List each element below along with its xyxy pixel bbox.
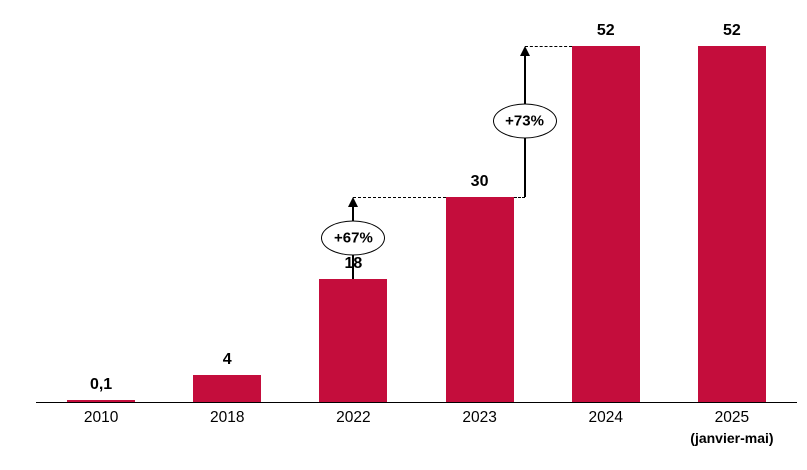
growth-badge: +67% <box>321 220 386 256</box>
value-label: 52 <box>723 22 741 40</box>
x-tick-sublabel: (janvier-mai) <box>690 430 774 446</box>
x-axis-labels: 2010 2018 2022 2023 2024 2025 (janvier-mai) <box>38 409 795 459</box>
value-label: 0,1 <box>89 376 113 394</box>
x-tick-year: 2022 <box>336 409 371 426</box>
bar-2023 <box>445 196 514 402</box>
x-tick-label: 2025 (janvier-mai) <box>690 409 773 446</box>
bar-2018 <box>193 374 262 402</box>
dashed-guide-line <box>513 196 525 198</box>
dashed-guide-line <box>524 46 572 48</box>
value-label: 30 <box>470 172 489 190</box>
x-tick-label: 2023 <box>462 409 496 427</box>
x-axis-line <box>36 402 797 403</box>
arrowhead-icon <box>348 196 359 207</box>
value-label: 52 <box>596 22 615 40</box>
x-tick-year: 2010 <box>83 409 119 426</box>
x-tick-label: 2018 <box>210 409 244 427</box>
bar-2025 <box>697 46 766 402</box>
value-label: 4 <box>222 350 232 368</box>
plot-area: 0,1418305252+67%+73% <box>38 12 795 402</box>
x-tick-year: 2018 <box>210 409 245 426</box>
bar-2022 <box>319 278 388 402</box>
growth-badge: +73% <box>492 103 557 139</box>
bar-2010 <box>67 400 136 402</box>
arrowhead-icon <box>519 46 530 57</box>
x-tick-label: 2010 <box>84 409 118 427</box>
bar-2024 <box>571 46 640 402</box>
x-tick-label: 2024 <box>589 409 623 427</box>
dashed-guide-line <box>353 196 446 198</box>
x-tick-year: 2023 <box>462 409 497 426</box>
x-tick-year: 2025 <box>714 409 750 426</box>
x-tick-label: 2022 <box>336 409 370 427</box>
x-tick-year: 2024 <box>588 409 623 426</box>
